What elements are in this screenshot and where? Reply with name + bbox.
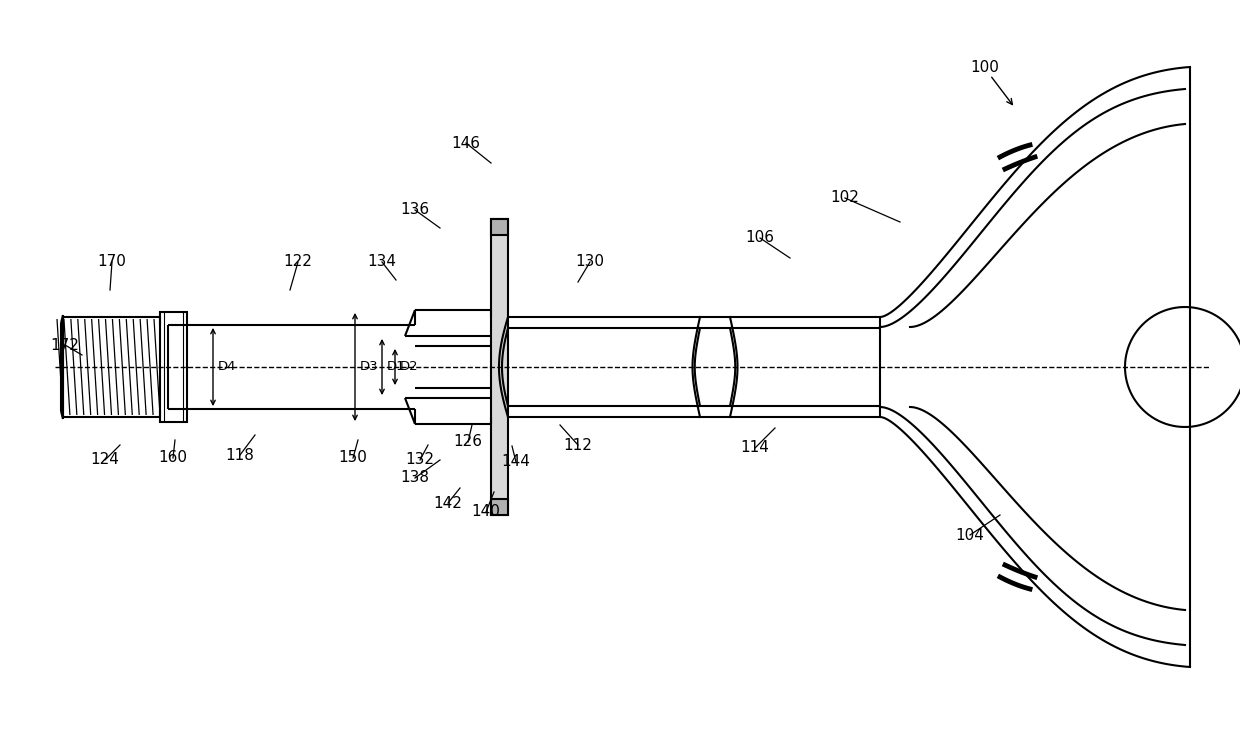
Text: 104: 104 xyxy=(956,528,985,542)
Text: 130: 130 xyxy=(575,254,605,270)
Text: 172: 172 xyxy=(51,337,79,353)
Text: D2: D2 xyxy=(401,361,419,374)
Text: 142: 142 xyxy=(434,496,463,510)
Text: 150: 150 xyxy=(339,451,367,465)
Text: 160: 160 xyxy=(159,451,187,465)
Text: D3: D3 xyxy=(360,361,378,374)
Text: 140: 140 xyxy=(471,504,501,520)
Text: 134: 134 xyxy=(367,254,397,270)
Text: 138: 138 xyxy=(401,471,429,485)
Bar xyxy=(160,312,187,422)
Text: 100: 100 xyxy=(971,61,999,75)
Text: D4: D4 xyxy=(218,361,237,374)
Text: 114: 114 xyxy=(740,441,770,455)
Text: 146: 146 xyxy=(451,136,481,150)
Text: 126: 126 xyxy=(454,435,482,449)
Text: 118: 118 xyxy=(226,448,254,463)
Text: 112: 112 xyxy=(563,438,593,452)
Text: 124: 124 xyxy=(91,452,119,468)
Bar xyxy=(491,219,508,515)
Text: 102: 102 xyxy=(831,191,859,205)
Text: 170: 170 xyxy=(98,254,126,270)
Text: 144: 144 xyxy=(501,454,531,470)
Text: 136: 136 xyxy=(401,202,429,218)
Text: 122: 122 xyxy=(284,254,312,270)
Text: 132: 132 xyxy=(405,452,434,468)
Text: 106: 106 xyxy=(745,230,775,246)
Text: D1: D1 xyxy=(387,361,405,374)
Bar xyxy=(491,499,508,515)
Bar xyxy=(491,219,508,235)
